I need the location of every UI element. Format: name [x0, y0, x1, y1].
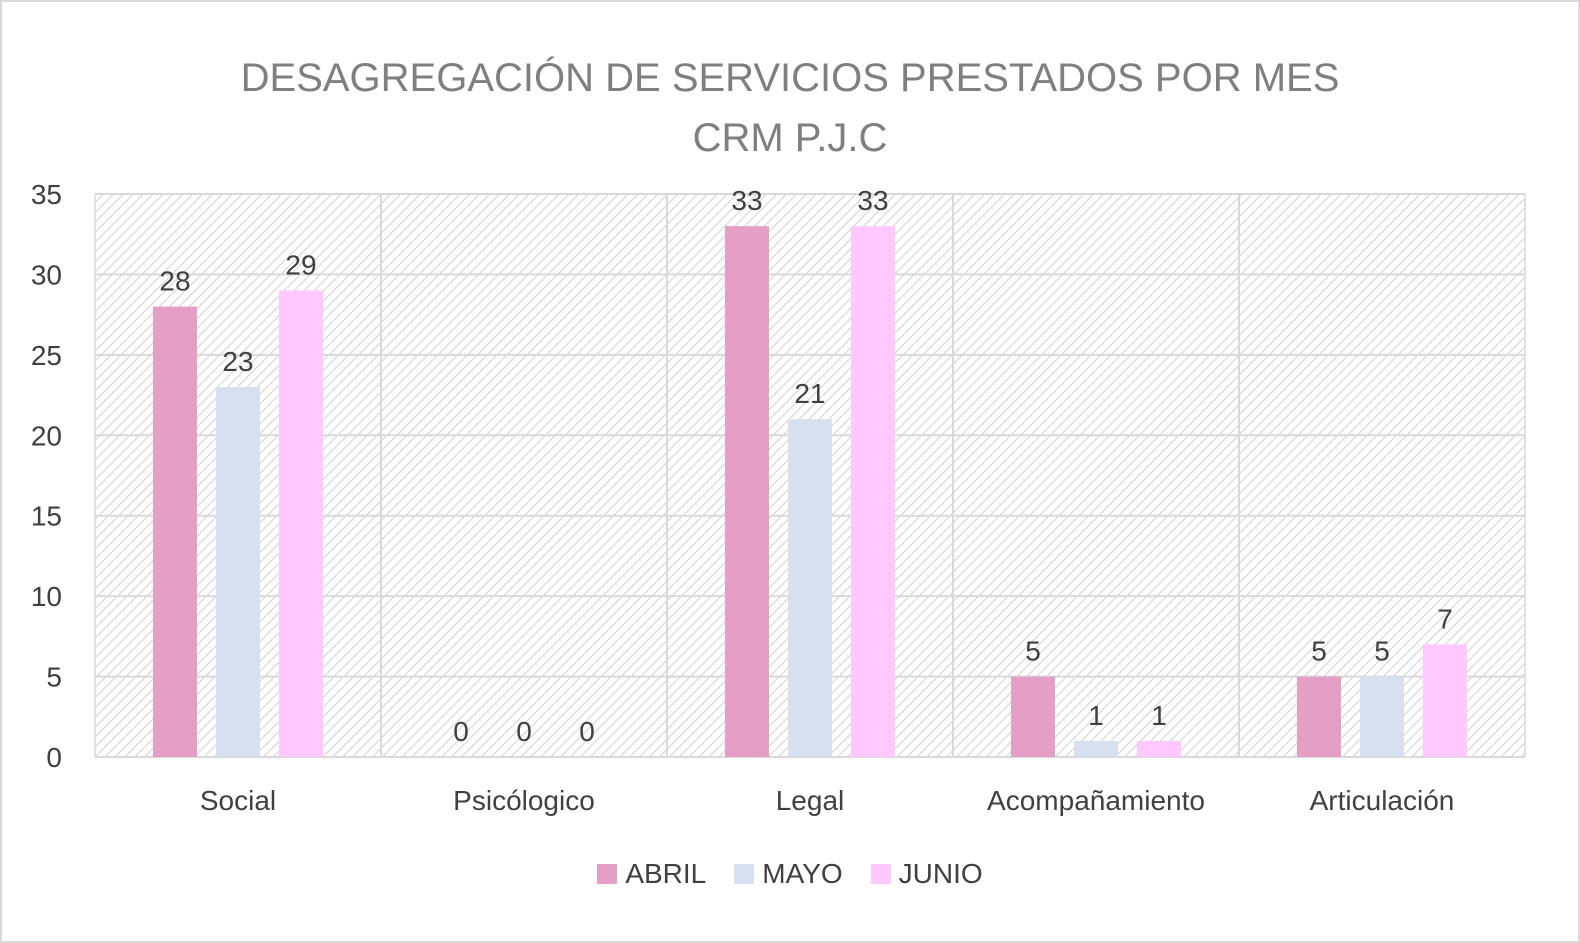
data-label: 23 [222, 346, 253, 377]
legend-label: JUNIO [898, 858, 983, 889]
chart-subtitle: CRM P.J.C [692, 116, 888, 160]
data-label: 33 [731, 185, 762, 216]
chart-title: DESAGREGACIÓN DE SERVICIOS PRESTADOS POR… [240, 56, 1340, 100]
category-label: Legal [776, 785, 845, 816]
legend-item-mayo: MAYO [734, 858, 843, 890]
bar-abril-4 [1297, 676, 1341, 757]
legend-swatch [870, 864, 891, 884]
data-label: 1 [1151, 700, 1167, 731]
bar-junio-3 [1137, 740, 1181, 757]
y-tick-label: 15 [31, 501, 62, 532]
bar-mayo-0 [216, 387, 260, 757]
bar-junio-4 [1423, 644, 1467, 757]
y-tick-label: 0 [46, 742, 62, 773]
data-label: 0 [453, 716, 469, 747]
data-label: 21 [794, 378, 825, 409]
category-label: Psicólogico [453, 785, 595, 816]
data-label: 28 [159, 266, 190, 297]
data-label: 5 [1374, 636, 1390, 667]
legend-swatch [734, 864, 755, 884]
data-label: 0 [579, 716, 595, 747]
category-label: Social [200, 785, 276, 816]
data-label: 33 [857, 185, 888, 216]
bar-abril-3 [1011, 676, 1055, 757]
legend-item-junio: JUNIO [870, 858, 983, 890]
legend-item-abril: ABRIL [597, 858, 706, 890]
category-label: Acompañamiento [987, 785, 1205, 816]
category-label: Articulación [1310, 785, 1455, 816]
data-label: 1 [1088, 700, 1104, 731]
bar-mayo-4 [1360, 676, 1404, 757]
y-tick-label: 25 [31, 340, 62, 371]
y-tick-label: 20 [31, 420, 62, 451]
bar-junio-2 [851, 226, 895, 757]
bar-junio-0 [279, 290, 323, 757]
legend-swatch [597, 864, 618, 884]
y-tick-label: 35 [31, 179, 62, 210]
legend-label: MAYO [762, 858, 843, 889]
data-label: 29 [285, 250, 316, 281]
bar-abril-2 [725, 226, 769, 757]
data-label: 7 [1437, 603, 1453, 634]
data-label: 5 [1025, 636, 1041, 667]
y-tick-label: 30 [31, 259, 62, 290]
legend: ABRIL MAYO JUNIO [0, 858, 1580, 890]
data-label: 0 [516, 716, 532, 747]
legend-label: ABRIL [625, 858, 707, 889]
data-label: 5 [1311, 636, 1327, 667]
bar-abril-0 [153, 306, 197, 757]
bar-mayo-2 [788, 419, 832, 757]
y-tick-label: 10 [31, 581, 62, 612]
y-tick-label: 5 [46, 662, 62, 693]
bar-mayo-3 [1074, 740, 1118, 757]
